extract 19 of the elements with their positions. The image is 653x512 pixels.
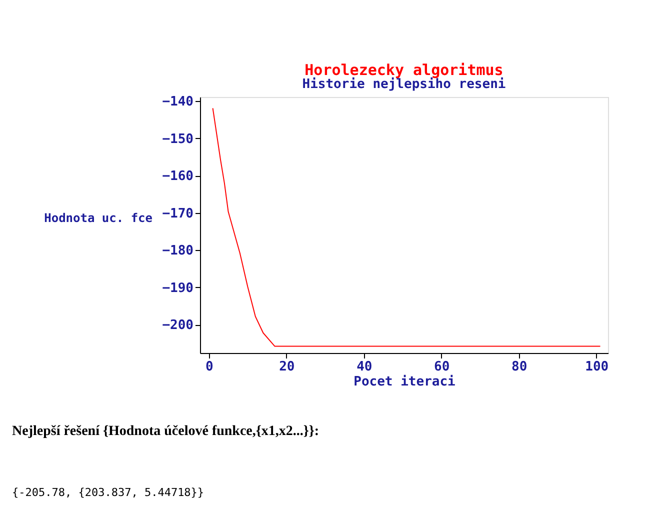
y-tick-label: −150 xyxy=(162,132,194,147)
chart-subtitle: Historie nejlepsiho reseni xyxy=(302,77,506,92)
x-tick-label: 0 xyxy=(206,360,214,374)
text: Nejlepší řešení {Hodnota účelové funkce,{x1,x2...}}: xyxy=(12,424,320,439)
y-tick-label: −160 xyxy=(162,169,194,184)
x-tick-label: 60 xyxy=(434,360,450,374)
x-tick-label: 80 xyxy=(512,360,528,374)
y-tick-label: −140 xyxy=(162,94,194,110)
y-tick-label: −180 xyxy=(162,244,194,259)
x-tick-label: 20 xyxy=(279,360,295,374)
line-series xyxy=(212,108,601,347)
y-tick-label: −170 xyxy=(162,206,194,222)
x-tick-label: 40 xyxy=(356,360,372,374)
text: {-205.78, {203.837, 5.44718}} xyxy=(12,486,204,499)
y-axis-title: Hodnota uc. fce xyxy=(44,210,152,225)
y-tick-label: −190 xyxy=(162,280,194,296)
x-tick-label: 100 xyxy=(585,360,609,374)
y-tick-label: −200 xyxy=(162,318,194,334)
x-axis-title: Pocet iteraci xyxy=(354,374,456,390)
